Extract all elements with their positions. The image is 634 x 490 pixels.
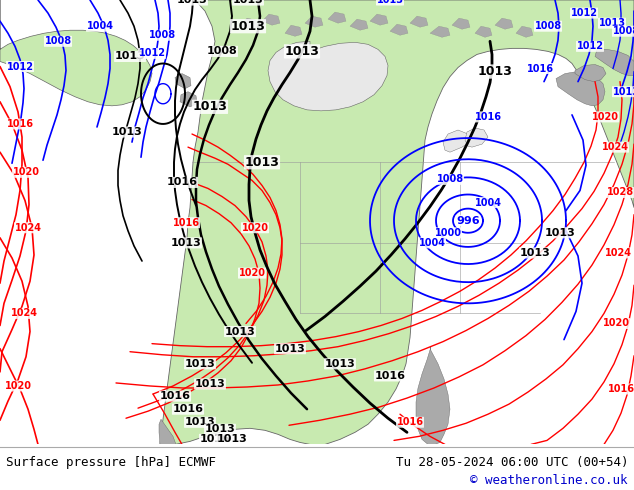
Polygon shape	[268, 41, 388, 111]
Text: 1013: 1013	[115, 51, 145, 61]
Polygon shape	[556, 72, 605, 106]
Text: 1024: 1024	[11, 308, 37, 318]
Text: 1013: 1013	[285, 45, 320, 58]
Polygon shape	[160, 0, 634, 444]
Text: 1016: 1016	[396, 417, 424, 427]
Polygon shape	[416, 347, 450, 444]
Text: 1013: 1013	[184, 417, 216, 427]
Text: 1016: 1016	[172, 404, 204, 414]
Text: 1020: 1020	[238, 268, 266, 278]
Text: 1013: 1013	[205, 424, 235, 434]
Polygon shape	[350, 19, 368, 30]
Polygon shape	[159, 419, 176, 444]
Polygon shape	[430, 26, 450, 37]
Polygon shape	[328, 12, 346, 23]
Text: 996: 996	[456, 216, 480, 226]
Text: 1013: 1013	[195, 379, 225, 389]
Text: 1013: 1013	[177, 0, 207, 5]
Text: 1013: 1013	[598, 18, 626, 28]
Text: 1016: 1016	[375, 371, 406, 381]
Polygon shape	[575, 65, 606, 82]
Text: 1013: 1013	[612, 87, 634, 97]
Polygon shape	[370, 14, 388, 25]
Text: 1013: 1013	[171, 238, 202, 248]
Text: 1012: 1012	[138, 49, 165, 58]
Text: 1008: 1008	[44, 36, 72, 47]
Text: 1000: 1000	[434, 228, 462, 238]
Text: 1020: 1020	[592, 112, 619, 122]
Text: 1016: 1016	[526, 64, 553, 74]
Text: 1013: 1013	[184, 359, 216, 369]
Text: Tu 28-05-2024 06:00 UTC (00+54): Tu 28-05-2024 06:00 UTC (00+54)	[396, 456, 628, 469]
Text: 1013: 1013	[520, 248, 550, 258]
Text: 1024: 1024	[15, 223, 41, 233]
Text: 1004: 1004	[86, 21, 113, 31]
Text: 1013: 1013	[477, 65, 512, 78]
Text: 1020: 1020	[242, 223, 269, 233]
Text: 1020: 1020	[4, 381, 32, 391]
Polygon shape	[595, 49, 634, 75]
Text: 1016: 1016	[167, 177, 198, 187]
Text: 1013: 1013	[224, 326, 256, 337]
Text: 1016: 1016	[160, 391, 190, 401]
Text: 1016: 1016	[200, 435, 231, 444]
Text: 1016: 1016	[474, 112, 501, 122]
Polygon shape	[475, 26, 492, 37]
Text: 1013: 1013	[245, 156, 280, 169]
Text: 1013: 1013	[325, 359, 356, 369]
Text: 1004: 1004	[418, 238, 446, 248]
Text: Surface pressure [hPa] ECMWF: Surface pressure [hPa] ECMWF	[6, 456, 216, 469]
Text: 1020: 1020	[13, 167, 39, 177]
Text: 1012: 1012	[576, 41, 604, 51]
Text: 1013: 1013	[545, 228, 576, 238]
Polygon shape	[390, 24, 408, 35]
Text: 1013: 1013	[275, 343, 306, 354]
Polygon shape	[516, 26, 533, 37]
Text: © weatheronline.co.uk: © weatheronline.co.uk	[470, 474, 628, 487]
Text: 1016: 1016	[6, 119, 34, 129]
Text: 1013: 1013	[231, 20, 266, 33]
Polygon shape	[262, 14, 280, 25]
Text: 1012: 1012	[571, 8, 597, 18]
Text: 1028: 1028	[607, 188, 633, 197]
Polygon shape	[305, 16, 323, 27]
Polygon shape	[285, 25, 302, 36]
Polygon shape	[410, 16, 428, 27]
Polygon shape	[495, 18, 513, 29]
Text: 1004: 1004	[474, 197, 501, 208]
Text: 1012: 1012	[6, 62, 34, 72]
Text: 1016: 1016	[607, 384, 634, 394]
Text: 1008: 1008	[436, 174, 463, 184]
Polygon shape	[452, 18, 470, 29]
Text: 1008: 1008	[534, 21, 562, 31]
Text: 1013: 1013	[217, 435, 247, 444]
Text: 1024: 1024	[602, 142, 628, 152]
Polygon shape	[240, 18, 258, 29]
Text: 1008: 1008	[207, 47, 237, 56]
Text: 1016: 1016	[172, 218, 200, 228]
Polygon shape	[465, 128, 488, 147]
Text: 1020: 1020	[602, 318, 630, 328]
Polygon shape	[443, 130, 470, 152]
Text: 1024: 1024	[604, 248, 631, 258]
Text: 1013: 1013	[112, 127, 143, 137]
Polygon shape	[0, 0, 152, 106]
Text: 1013: 1013	[193, 100, 228, 113]
Text: 1013: 1013	[233, 0, 263, 5]
Text: 1008: 1008	[612, 26, 634, 36]
Polygon shape	[180, 92, 197, 107]
Text: 1008: 1008	[148, 30, 176, 40]
Polygon shape	[175, 74, 191, 89]
Text: 1013: 1013	[377, 0, 403, 5]
